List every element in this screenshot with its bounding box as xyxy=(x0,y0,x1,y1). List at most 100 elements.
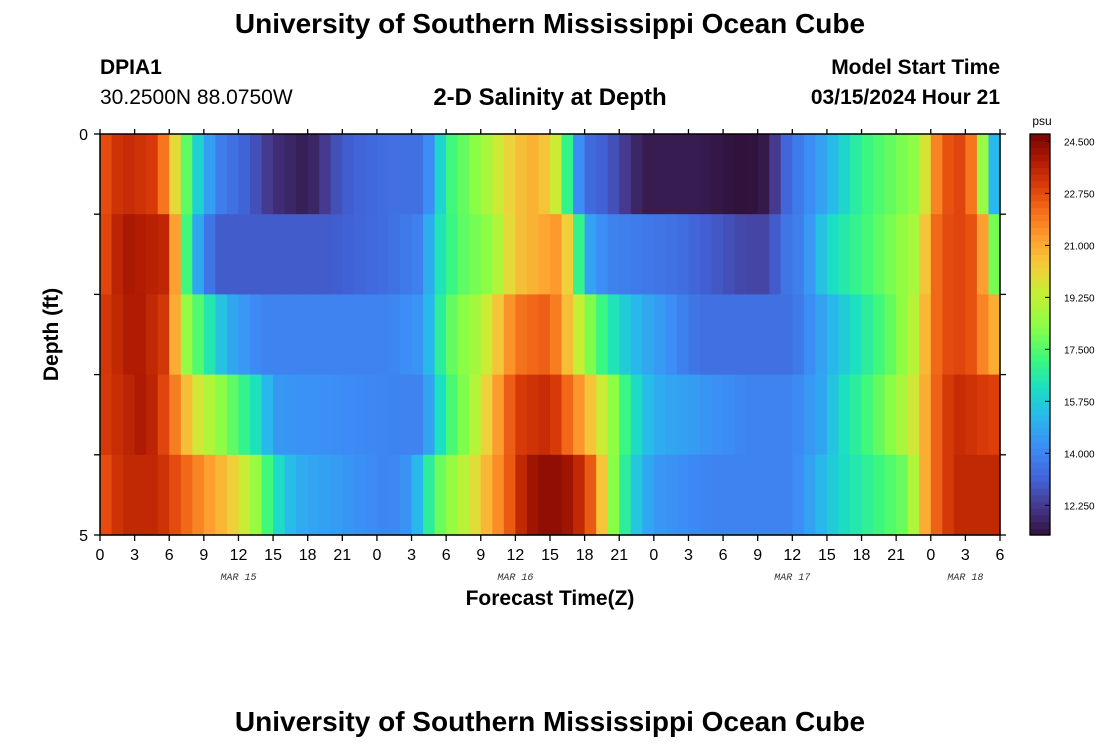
heatmap-cell xyxy=(665,294,678,376)
heatmap-cell xyxy=(111,454,124,536)
heatmap-cell xyxy=(526,454,540,536)
heatmap-cell xyxy=(619,374,632,456)
heatmap-cell xyxy=(307,214,320,295)
heatmap-cell xyxy=(619,454,632,536)
heatmap-cell xyxy=(411,454,424,536)
heatmap-cell xyxy=(492,374,505,456)
heatmap-cell xyxy=(826,454,840,536)
heatmap-cell xyxy=(342,134,355,215)
heatmap-cell xyxy=(296,454,309,536)
heatmap-cell xyxy=(792,454,805,536)
x-tick-label: 21 xyxy=(610,547,628,564)
heatmap-cell xyxy=(100,214,113,295)
heatmap-cell xyxy=(896,214,909,295)
heatmap-cell xyxy=(723,374,736,456)
heatmap-cell xyxy=(780,454,793,536)
colorbar-segment xyxy=(1030,347,1050,356)
colorbar-segment xyxy=(1030,374,1050,382)
heatmap-cell xyxy=(919,294,932,376)
heatmap-cell xyxy=(596,374,609,456)
heatmap-cell xyxy=(700,294,713,376)
colorbar-segment xyxy=(1030,387,1050,396)
heatmap-cell xyxy=(642,214,655,295)
heatmap-cell xyxy=(930,374,943,456)
heatmap-cell xyxy=(400,214,413,295)
heatmap-cell xyxy=(734,134,747,215)
heatmap-cell xyxy=(665,454,678,536)
heatmap-cell xyxy=(250,214,263,295)
heatmap-cell xyxy=(584,454,597,536)
date-label: MAR 17 xyxy=(774,573,810,584)
x-tick-label: 15 xyxy=(264,547,282,564)
colorbar-segment xyxy=(1030,220,1050,229)
colorbar-segment xyxy=(1030,514,1050,523)
heatmap-cell xyxy=(273,454,286,536)
heatmap-cell xyxy=(607,214,620,295)
heatmap-cell xyxy=(192,374,205,456)
heatmap-cell xyxy=(273,374,286,456)
heatmap-cell xyxy=(492,214,505,295)
heatmap-cell xyxy=(561,214,574,295)
heatmap-cell xyxy=(365,454,378,536)
x-tick-label: 18 xyxy=(299,547,317,564)
heatmap-cell xyxy=(526,374,540,456)
heatmap-cell xyxy=(342,454,355,536)
x-tick-label: 0 xyxy=(96,547,105,564)
heatmap-cell xyxy=(226,134,240,215)
heatmap-cell xyxy=(469,214,482,295)
heatmap-cell xyxy=(538,374,551,456)
heatmap-cell xyxy=(550,294,563,376)
heatmap-cell xyxy=(169,214,182,295)
heatmap-cell xyxy=(769,374,782,456)
heatmap-cell xyxy=(434,134,447,215)
heatmap-cell xyxy=(607,134,620,215)
heatmap-cell xyxy=(792,134,805,215)
heatmap-cell xyxy=(815,294,828,376)
heatmap-cell xyxy=(780,214,793,295)
heatmap-cell xyxy=(988,294,1001,376)
x-tick-label: 12 xyxy=(230,547,248,564)
heatmap-cell xyxy=(826,374,840,456)
heatmap-cell xyxy=(953,134,966,215)
colorbar-segment xyxy=(1030,240,1050,249)
heatmap-cell xyxy=(942,134,955,215)
colorbar-segment xyxy=(1030,254,1050,262)
heatmap-cell xyxy=(596,214,609,295)
heatmap-cell xyxy=(953,214,966,295)
heatmap-cell xyxy=(492,454,505,536)
colorbar-segment xyxy=(1030,194,1050,202)
x-tick-label: 6 xyxy=(442,547,451,564)
heatmap-cell xyxy=(688,294,701,376)
heatmap-cell xyxy=(596,294,609,376)
heatmap-cell xyxy=(100,134,113,215)
heatmap-cell xyxy=(434,374,447,456)
heatmap-cell xyxy=(757,214,770,295)
model-start-label: Model Start Time xyxy=(831,56,1000,79)
heatmap-cell xyxy=(169,454,182,536)
heatmap-cell xyxy=(953,454,966,536)
heatmap-cell xyxy=(411,214,424,295)
colorbar-segment xyxy=(1030,441,1050,449)
x-tick-label: 6 xyxy=(719,547,728,564)
x-tick-label: 6 xyxy=(996,547,1005,564)
heatmap-cell xyxy=(480,214,493,295)
colorbar-tick-label: 12.250 xyxy=(1064,501,1095,512)
heatmap-cell xyxy=(976,374,990,456)
heatmap-cell xyxy=(642,454,655,536)
heatmap-cell xyxy=(226,294,240,376)
heatmap-cell xyxy=(157,454,170,536)
x-tick-label: 9 xyxy=(476,547,485,564)
heatmap-cell xyxy=(515,294,528,376)
heatmap-cell xyxy=(653,374,666,456)
heatmap-cell xyxy=(619,134,632,215)
heatmap-cell xyxy=(411,374,424,456)
x-tick-label: 15 xyxy=(818,547,836,564)
heatmap-cell xyxy=(134,374,147,456)
heatmap-cell xyxy=(838,214,851,295)
colorbar-segment xyxy=(1030,421,1050,429)
heatmap-cell xyxy=(769,134,782,215)
heatmap-cell xyxy=(700,134,713,215)
heatmap-cell xyxy=(353,294,366,376)
heatmap-cell xyxy=(584,374,597,456)
colorbar-segment xyxy=(1030,147,1050,155)
